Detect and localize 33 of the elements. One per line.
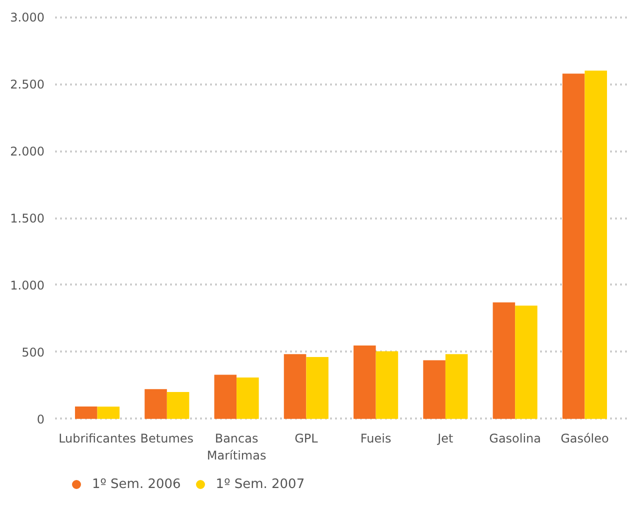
bar [75,406,98,419]
bar [515,306,538,419]
bar [236,378,259,419]
bar [306,357,328,419]
bar [97,406,120,419]
bar [144,389,167,419]
y-tick-label: 1.500 [10,212,45,226]
x-tick-label: GPL [294,432,318,446]
bar [492,302,516,419]
bar [584,70,607,419]
x-tick-label: Jet [436,432,454,446]
legend-label: 1º Sem. 2006 [92,476,181,492]
bar [562,74,585,419]
x-tick-label: Gasóleo [560,432,609,446]
y-tick-label: 1.000 [10,278,45,292]
x-tick-label: Fueis [360,432,392,446]
bar [445,354,468,419]
bar [354,346,376,419]
y-tick-label: 2.500 [10,78,45,92]
x-tick-label: Gasolina [489,432,542,446]
y-tick-label: 500 [22,345,44,360]
bar [376,351,398,419]
legend-label: 1º Sem. 2007 [216,476,305,492]
y-tick-label: 3.000 [10,10,45,25]
x-tick-label: Lubrificantes [58,432,136,446]
y-tick-label: 0 [36,412,45,426]
x-tick-label: Bancas Marítimas [206,432,266,462]
bar [423,360,446,419]
bar [214,374,237,419]
y-tick-label: 2.000 [10,144,45,159]
x-tick-label: Betumes [140,432,194,446]
bar [284,354,306,419]
bar [166,392,190,419]
